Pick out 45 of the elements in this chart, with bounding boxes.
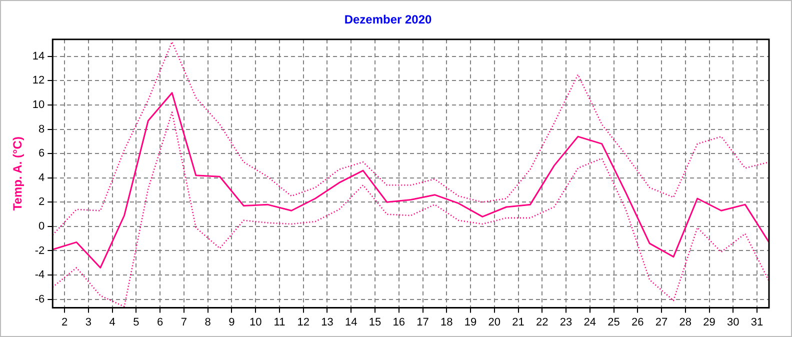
x-tick-label: 2 xyxy=(62,316,68,328)
x-tick-label: 21 xyxy=(512,316,524,328)
y-tick-label: 14 xyxy=(32,50,45,62)
x-tick-label: 24 xyxy=(584,316,596,328)
y-tick-label: -6 xyxy=(34,293,45,306)
y-tick-label: -2 xyxy=(34,244,45,257)
chart-title: Dezember 2020 xyxy=(344,12,432,27)
y-tick-label: -4 xyxy=(34,269,45,282)
x-tick-label: 22 xyxy=(536,316,548,328)
x-tick-label: 19 xyxy=(464,316,477,328)
x-tick-label: 15 xyxy=(368,316,382,328)
x-tick-label: 11 xyxy=(274,316,286,328)
y-tick-label: 10 xyxy=(32,99,45,112)
x-tick-label: 5 xyxy=(133,316,140,328)
y-axis-title: Temp. A. (°C) xyxy=(10,136,25,211)
x-tick-label: 25 xyxy=(608,316,620,328)
x-tick-label: 3 xyxy=(85,316,92,328)
x-tick-label: 29 xyxy=(703,316,716,328)
y-tick-label: 4 xyxy=(38,172,45,184)
x-tick-label: 13 xyxy=(321,316,334,328)
x-tick-label: 7 xyxy=(180,316,188,328)
x-tick-label: 30 xyxy=(727,316,740,328)
x-tick-label: 26 xyxy=(632,316,644,328)
x-tick-label: 18 xyxy=(440,316,453,328)
y-tick-label: 12 xyxy=(32,74,45,87)
x-tick-label: 4 xyxy=(109,316,116,328)
x-tick-label: 27 xyxy=(655,316,668,328)
x-tick-label: 31 xyxy=(750,316,764,328)
x-tick-label: 12 xyxy=(297,316,310,328)
x-tick-label: 23 xyxy=(560,316,572,328)
x-tick-label: 9 xyxy=(228,316,235,328)
x-tick-label: 28 xyxy=(679,316,692,328)
x-tick-label: 20 xyxy=(488,316,501,328)
line-series xyxy=(52,112,769,308)
y-tick-label: 8 xyxy=(38,123,45,136)
x-tick-label: 14 xyxy=(344,316,358,328)
x-tick-label: 16 xyxy=(392,316,406,328)
x-tick-label: 8 xyxy=(204,316,211,328)
line-series xyxy=(52,41,769,236)
y-tick-label: 0 xyxy=(38,220,45,232)
x-tick-label: 17 xyxy=(416,316,429,328)
y-tick-label: 2 xyxy=(38,196,45,208)
x-tick-label: 10 xyxy=(249,316,262,328)
x-tick-label: 6 xyxy=(157,316,164,328)
y-tick-label: 6 xyxy=(38,148,45,160)
